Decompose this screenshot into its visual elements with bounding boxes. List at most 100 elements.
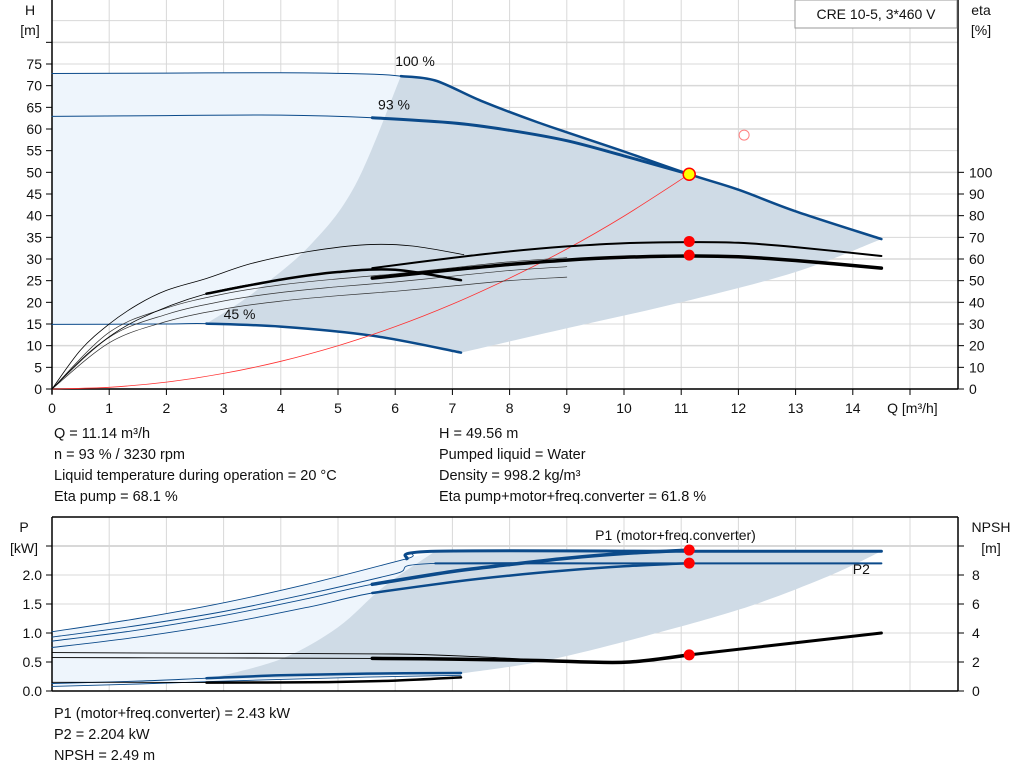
speed-label: 93 % xyxy=(378,97,410,113)
eta-tick-label: 80 xyxy=(969,208,985,224)
duty-point-eta-pump xyxy=(683,235,695,247)
h-tick-label: 15 xyxy=(26,316,42,332)
curve-h-100 xyxy=(399,74,883,241)
curve-eta-thin xyxy=(51,276,568,390)
info-eta-total: Eta pump+motor+freq.converter = 61.8 % xyxy=(439,489,707,505)
duty-point-p1 xyxy=(683,544,695,556)
eta-tick-label: 10 xyxy=(969,359,985,375)
h-tick-label: 5 xyxy=(34,359,42,375)
q-tick-label: 4 xyxy=(277,400,285,416)
h-tick-label: 70 xyxy=(26,78,42,94)
info-p2: P2 = 2.204 kW xyxy=(54,727,150,743)
q-tick-label: 6 xyxy=(391,400,399,416)
h-tick-label: 55 xyxy=(26,143,42,159)
curve-eta-thin xyxy=(51,266,568,390)
h-tick-label: 60 xyxy=(26,121,42,137)
q-tick-label: 14 xyxy=(845,400,861,416)
curve-npsh-100 xyxy=(687,631,883,657)
eta-tick-label: 0 xyxy=(969,381,977,397)
h-tick-label: 35 xyxy=(26,229,42,245)
p-tick-label: 2.0 xyxy=(23,567,43,583)
h-axis-label: H xyxy=(25,2,35,18)
p-tick-label: 0.0 xyxy=(23,683,43,699)
title-box xyxy=(794,0,958,29)
power-range-area xyxy=(206,551,882,680)
info-p1: P1 (motor+freq.converter) = 2.43 kW xyxy=(54,706,291,722)
npsh-tick-label: 0 xyxy=(972,683,980,699)
eta-axis-label: eta xyxy=(971,2,991,18)
curve-eta-thin xyxy=(51,257,568,390)
q-tick-label: 5 xyxy=(334,400,342,416)
curve-eta-pump xyxy=(371,241,883,270)
eta-tick-label: 30 xyxy=(969,316,985,332)
curve-eta-total xyxy=(370,254,884,280)
info-h: H = 49.56 m xyxy=(439,426,519,442)
curve-h-93 xyxy=(370,116,691,176)
p-axis-label: P xyxy=(19,519,28,535)
duty-point-eta-total xyxy=(683,249,695,261)
info-q: Q = 11.14 m³/h xyxy=(54,426,151,442)
h-axis-unit: [m] xyxy=(20,22,39,38)
p-axis-unit: [kW] xyxy=(10,540,38,556)
speed-label: 45 % xyxy=(224,306,256,322)
q-tick-label: 13 xyxy=(788,400,804,416)
open-marker xyxy=(738,129,750,141)
duty-point-h xyxy=(682,167,696,181)
curve-eta-45-pump xyxy=(51,243,465,390)
p2-label: P2 xyxy=(853,561,870,577)
p1-label: P1 (motor+freq.converter) xyxy=(595,527,756,543)
p-tick-label: 1.5 xyxy=(23,596,43,612)
curve-p1-93 xyxy=(370,548,691,587)
q-axis-label: Q [m³/h] xyxy=(887,400,938,416)
q-tick-label: 3 xyxy=(220,400,228,416)
curve-npsh-93 xyxy=(370,653,691,665)
h-tick-label: 20 xyxy=(26,294,42,310)
p-tick-label: 1.0 xyxy=(23,625,43,641)
q-tick-label: 12 xyxy=(731,400,747,416)
p-tick-label: 0.5 xyxy=(23,654,43,670)
q-tick-label: 2 xyxy=(163,400,171,416)
eta-tick-label: 20 xyxy=(969,338,985,354)
curve-p1-45 xyxy=(205,671,463,680)
npsh-axis-label: NPSH xyxy=(972,519,1011,535)
h-tick-label: 75 xyxy=(26,56,42,72)
system-curve xyxy=(51,173,690,390)
chart-title: CRE 10-5, 3*460 V xyxy=(816,6,936,22)
curve-npsh-45 xyxy=(205,676,463,684)
npsh-axis-unit: [m] xyxy=(981,540,1000,556)
duty-point-p2 xyxy=(683,557,695,569)
eta-axis-unit: [%] xyxy=(971,22,991,38)
q-tick-label: 11 xyxy=(674,400,689,416)
npsh-tick-label: 6 xyxy=(972,596,980,612)
info-liquid-temp: Liquid temperature during operation = 20… xyxy=(54,468,337,484)
curve-p2_45-thin xyxy=(51,674,462,687)
eta-tick-label: 50 xyxy=(969,273,985,289)
q-tick-label: 0 xyxy=(48,400,56,416)
curve-p2-93 xyxy=(371,561,691,595)
eta-tick-label: 60 xyxy=(969,251,985,267)
q-tick-label: 1 xyxy=(105,400,113,416)
speed-label: 100 % xyxy=(395,53,435,69)
info-speed: n = 93 % / 3230 rpm xyxy=(54,447,185,463)
eta-tick-label: 90 xyxy=(969,186,985,202)
info-npsh: NPSH = 2.49 m xyxy=(54,748,156,764)
npsh-tick-label: 4 xyxy=(972,625,980,641)
q-tick-label: 8 xyxy=(506,400,514,416)
info-pumped-liquid: Pumped liquid = Water xyxy=(439,447,586,463)
npsh-tick-label: 8 xyxy=(972,567,980,583)
eta-tick-label: 100 xyxy=(969,164,993,180)
info-density: Density = 998.2 kg/m³ xyxy=(439,468,581,484)
h-tick-label: 50 xyxy=(26,164,42,180)
curve-p1-100 xyxy=(403,549,883,561)
h-tick-label: 45 xyxy=(26,186,42,202)
q-tick-label: 10 xyxy=(616,400,632,416)
h-tick-label: 0 xyxy=(34,381,42,397)
h-tick-label: 30 xyxy=(26,251,42,267)
q-tick-label: 7 xyxy=(449,400,457,416)
h-tick-label: 25 xyxy=(26,273,42,289)
eta-tick-label: 70 xyxy=(969,229,985,245)
h-tick-label: 40 xyxy=(26,208,42,224)
eta-tick-label: 40 xyxy=(969,294,985,310)
h-tick-label: 65 xyxy=(26,99,42,115)
